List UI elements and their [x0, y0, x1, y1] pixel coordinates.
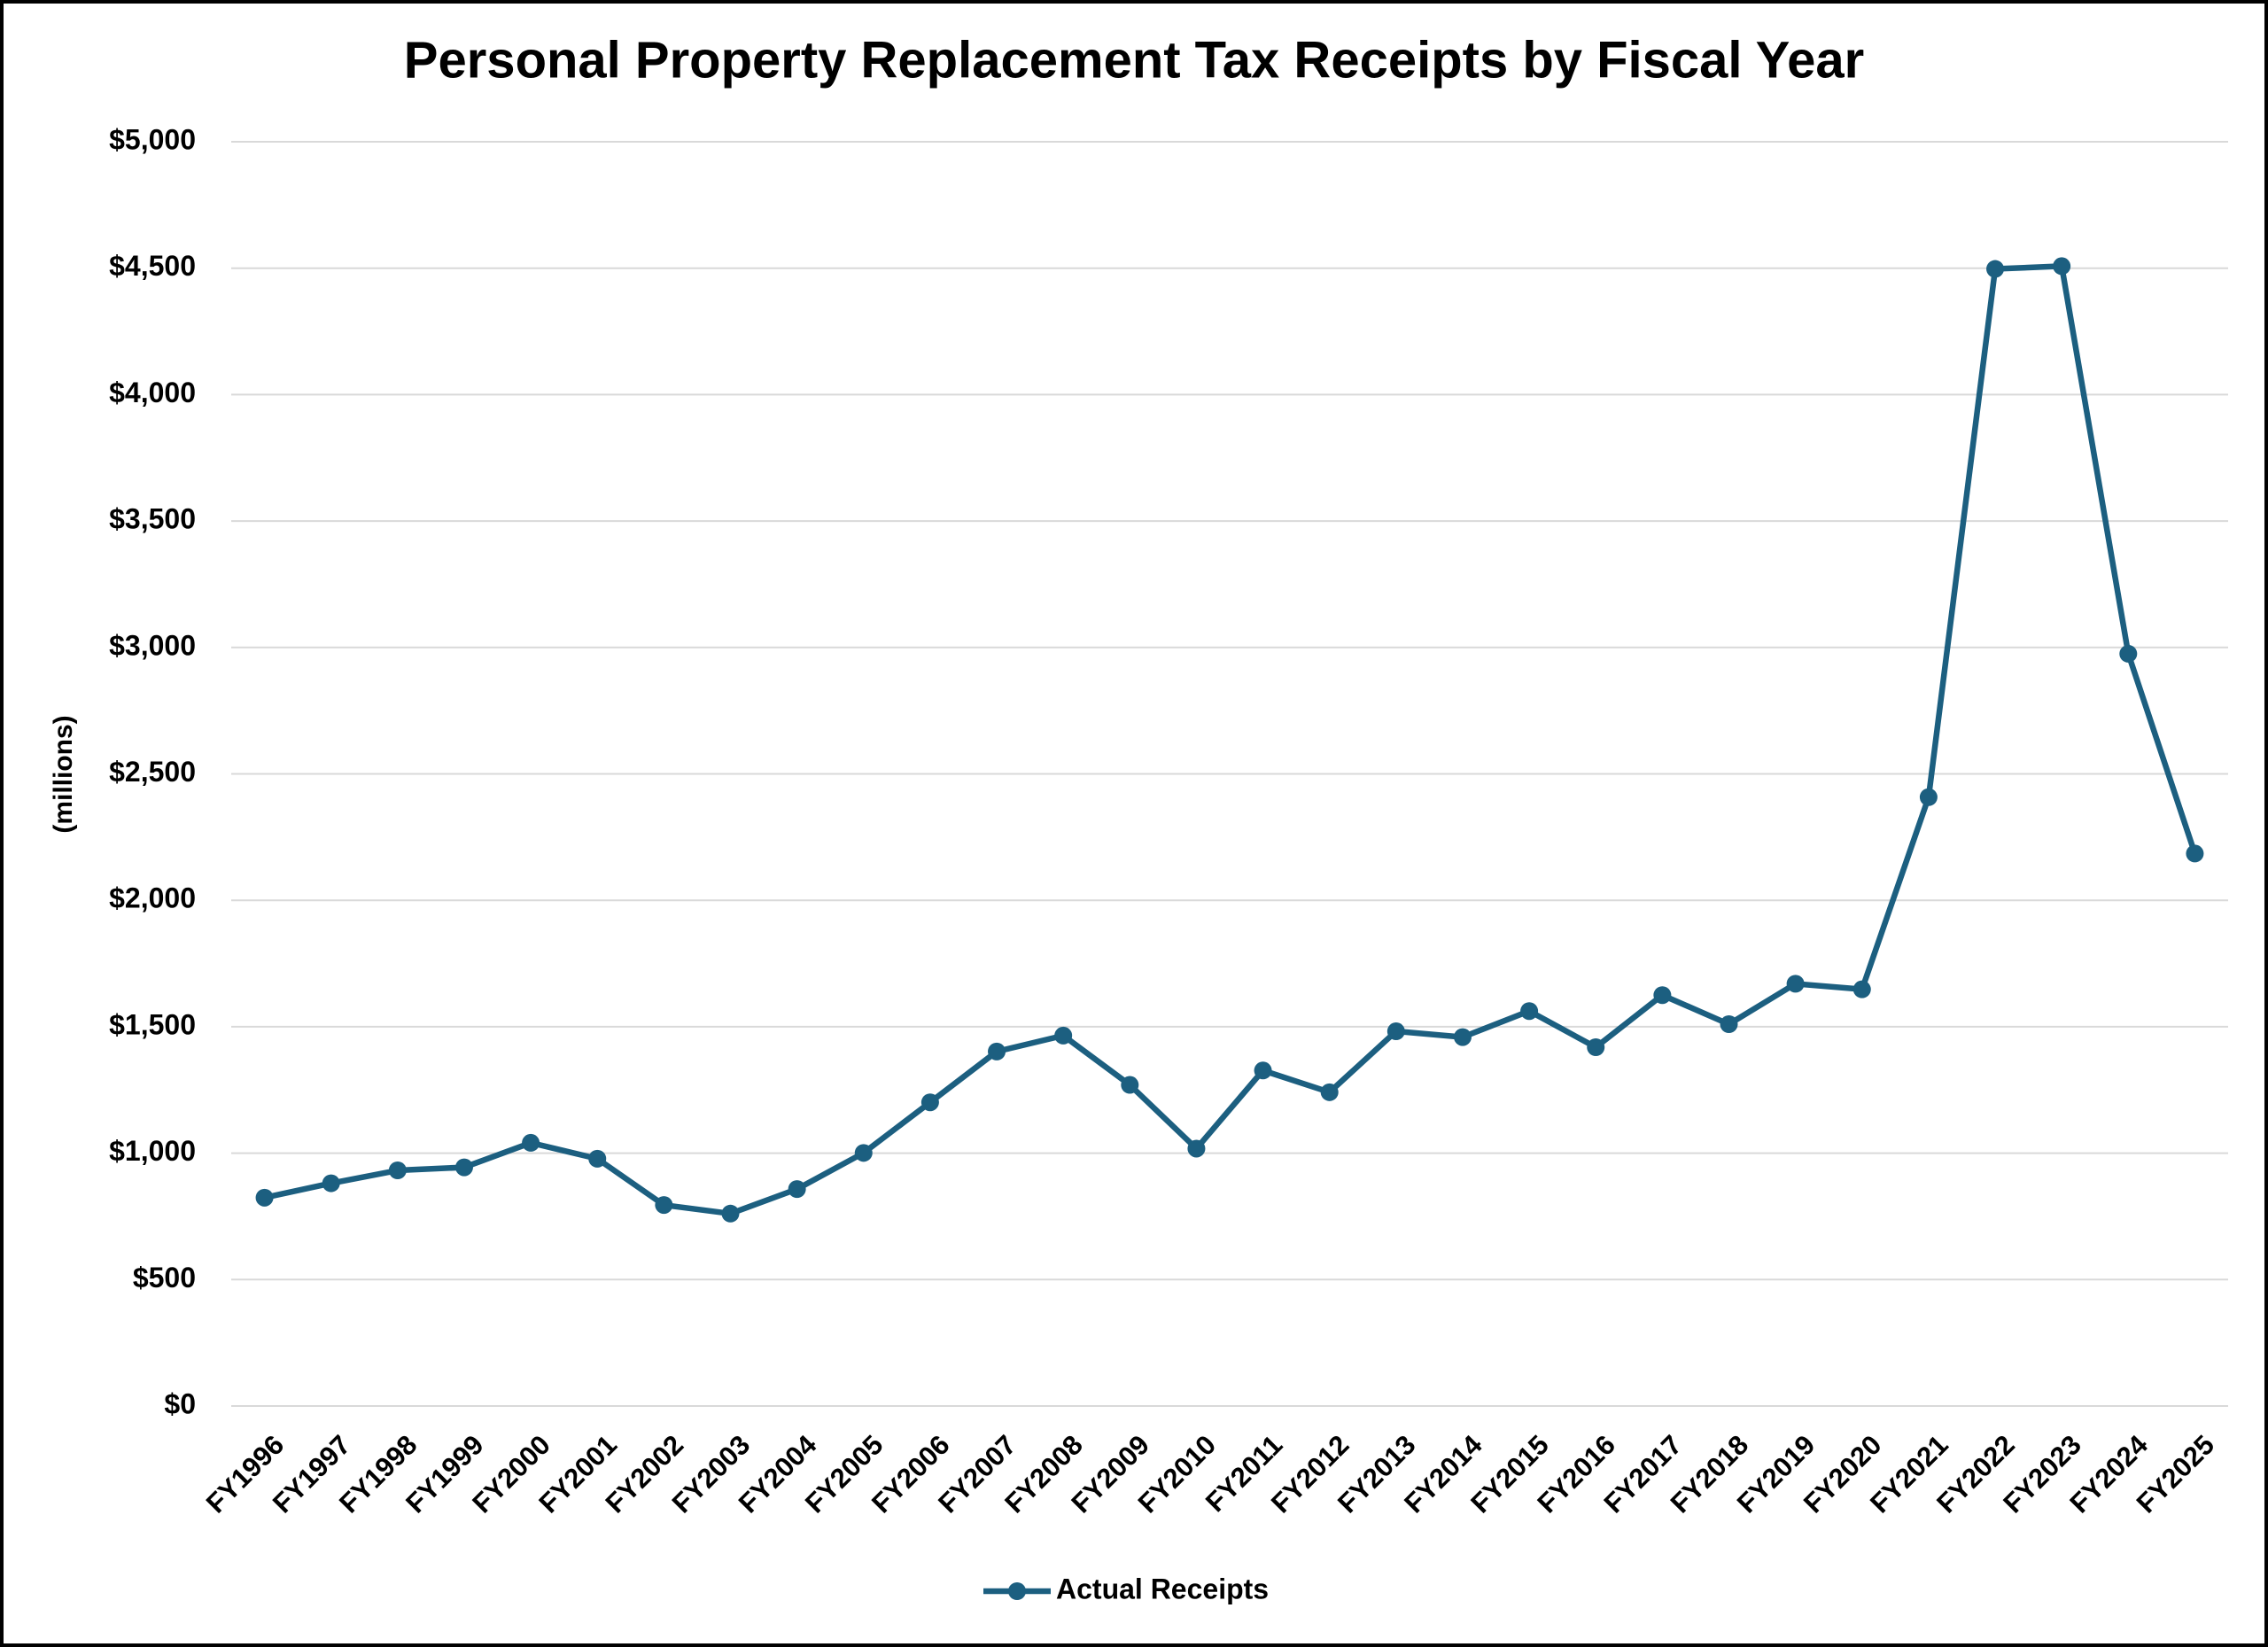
- data-point: [1587, 1038, 1605, 1057]
- data-point: [1386, 1022, 1405, 1041]
- data-point: [454, 1158, 473, 1177]
- legend-label: Actual Receipts: [1056, 1573, 1269, 1604]
- data-point: [388, 1161, 407, 1180]
- data-point: [721, 1204, 740, 1223]
- chart-title: Personal Property Replacement Tax Receip…: [404, 31, 1864, 89]
- y-tick-label: $500: [133, 1262, 196, 1294]
- y-tick-label: $3,000: [109, 629, 196, 661]
- legend-marker: [1008, 1582, 1026, 1600]
- data-point: [1187, 1139, 1206, 1158]
- data-point: [1121, 1076, 1139, 1094]
- data-point: [1054, 1026, 1073, 1045]
- data-point: [1653, 986, 1672, 1005]
- y-tick-label: $2,000: [109, 882, 196, 914]
- y-tick-label: $1,500: [109, 1008, 196, 1040]
- data-point: [1254, 1061, 1272, 1080]
- data-point: [655, 1196, 673, 1215]
- data-point: [988, 1042, 1006, 1060]
- data-point: [1320, 1083, 1339, 1101]
- data-point: [2053, 257, 2071, 276]
- y-tick-label: $3,500: [109, 503, 196, 535]
- data-point: [522, 1133, 540, 1152]
- data-point: [1786, 975, 1805, 993]
- series-line: [263, 263, 2198, 1217]
- y-tick-label: $4,000: [109, 377, 196, 408]
- y-tick-label: $5,000: [109, 123, 196, 155]
- y-tick-label: $4,500: [109, 250, 196, 282]
- data-point: [788, 1180, 806, 1199]
- y-axis-label: (millions): [49, 715, 78, 833]
- y-tick-label: $1,000: [109, 1135, 196, 1167]
- data-point: [1919, 788, 1938, 806]
- data-point: [1720, 1015, 1738, 1034]
- data-point: [1453, 1028, 1472, 1046]
- data-point: [1852, 980, 1871, 998]
- data-point: [1986, 260, 2005, 278]
- data-point: [1520, 1002, 1539, 1021]
- y-tick-label: $0: [164, 1387, 196, 1419]
- data-point: [854, 1144, 873, 1162]
- data-point: [2119, 644, 2138, 663]
- data-point: [255, 1188, 274, 1207]
- data-point: [322, 1174, 340, 1193]
- data-point: [588, 1149, 607, 1168]
- data-point: [920, 1093, 939, 1112]
- y-tick-label: $2,500: [109, 756, 196, 788]
- data-point: [2186, 844, 2204, 863]
